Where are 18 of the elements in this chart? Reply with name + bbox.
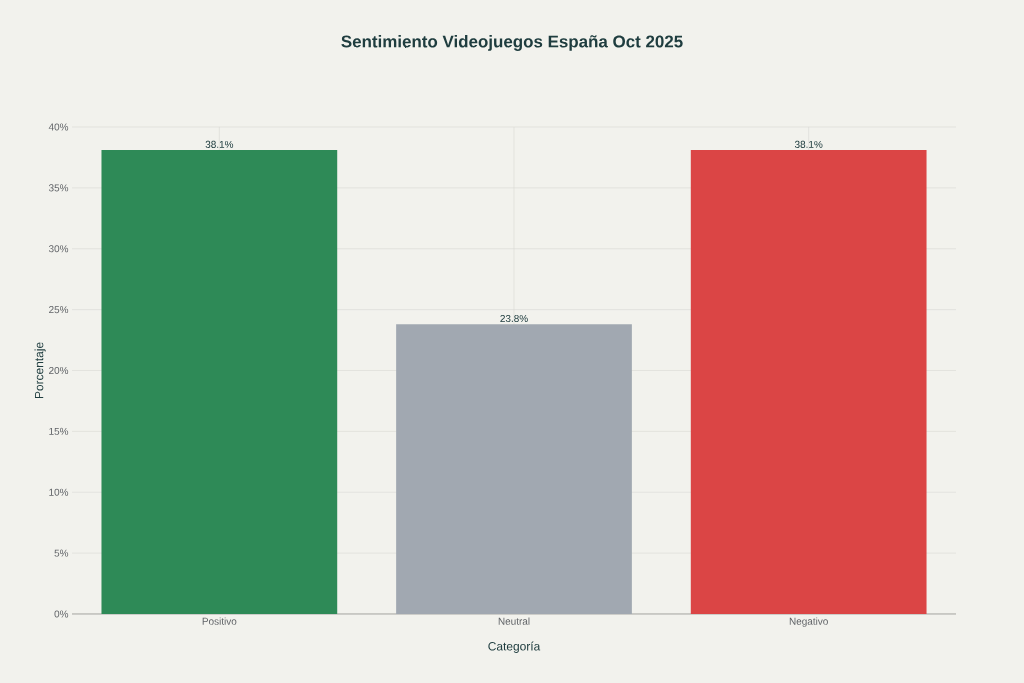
data-label: 23.8% xyxy=(500,314,528,323)
y-axis-title: Porcentaje xyxy=(34,342,46,399)
y-tick-label: 20% xyxy=(49,366,69,375)
x-tick-label: Positivo xyxy=(202,617,237,625)
data-label: 38.1% xyxy=(205,140,234,148)
y-tick-label: 30% xyxy=(48,245,69,253)
y-tick-label: 0% xyxy=(54,610,69,618)
y-tick-label: 15% xyxy=(49,427,69,435)
y-tick-label: 25% xyxy=(49,306,69,314)
x-axis-title: Categoría xyxy=(488,641,541,653)
chart-title: Sentimiento Videojuegos España Oct 2025 xyxy=(341,35,683,51)
y-tick-label: 5% xyxy=(54,549,69,557)
y-tick-label: 40% xyxy=(48,123,69,131)
x-tick-label: Negativo xyxy=(789,617,828,627)
data-label: 38.1% xyxy=(794,140,823,148)
y-tick-label: 10% xyxy=(49,488,69,496)
y-tick-label: 35% xyxy=(48,184,69,192)
x-tick-label: Neutral xyxy=(498,617,530,625)
